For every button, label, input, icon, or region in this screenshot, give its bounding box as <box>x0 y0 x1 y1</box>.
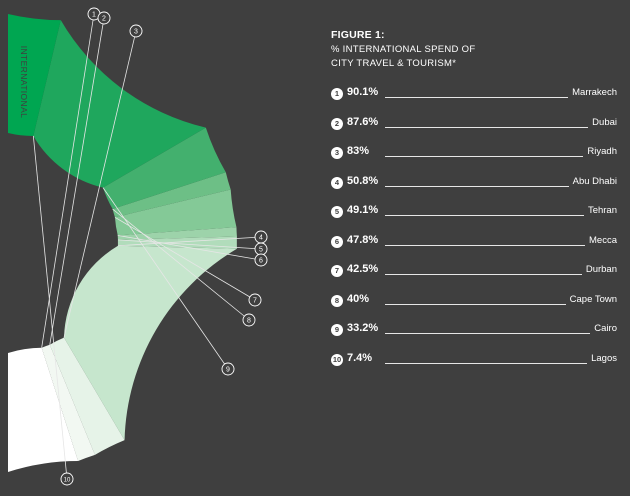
rank-badge: 7 <box>331 265 343 277</box>
domestic-label: DOMESTIC <box>19 386 29 434</box>
marker-8 <box>242 313 256 327</box>
city-name: Cairo <box>590 323 617 334</box>
legend-row: 2 87.6% Dubai <box>331 115 617 145</box>
segment-4 <box>63 245 237 441</box>
marker-label-6: 6 <box>259 258 263 265</box>
percent-value: 40% <box>347 292 370 305</box>
marker-label-10: 10 <box>64 478 71 484</box>
legend-row: 3 83% Riyadh <box>331 144 617 174</box>
segment-8 <box>112 172 231 218</box>
leader-rule <box>385 244 617 246</box>
percent-value: 7.4% <box>347 351 373 364</box>
leader-line-1 <box>41 13 95 348</box>
legend-row: 5 49.1% Tehran <box>331 203 617 233</box>
percent-value: 90.1% <box>347 86 379 98</box>
marker-label-8: 8 <box>247 318 251 325</box>
rank-badge: 6 <box>331 235 343 248</box>
legend-row: 10 7.4% Lagos <box>331 351 617 381</box>
leader-line-10 <box>32 135 68 480</box>
legend-row: 8 40% Cape Town <box>331 292 617 322</box>
leader-line-9 <box>102 187 229 370</box>
marker-3 <box>129 24 143 38</box>
leader-line-8 <box>112 208 250 321</box>
city-name: Tehran <box>583 205 617 216</box>
leader-rule <box>385 126 617 128</box>
marker-9 <box>221 362 235 376</box>
segment-11 <box>8 14 61 136</box>
rank-badge: 2 <box>331 117 343 130</box>
city-name: Riyadh <box>583 146 617 157</box>
segment-10 <box>33 20 206 188</box>
segment-1 <box>8 347 79 472</box>
rank-badge: 4 <box>331 176 343 189</box>
leader-line-6 <box>117 235 262 261</box>
figure-subtitle: % INTERNATIONAL SPEND OF CITY TRAVEL & T… <box>331 43 591 71</box>
legend-row: 4 50.8% Abu Dhabi <box>331 174 617 204</box>
leader-line-2 <box>49 17 105 345</box>
rank-badge: 8 <box>331 294 343 307</box>
leader-rule <box>385 215 617 216</box>
city-name: Marrakech <box>568 87 617 98</box>
percent-value: 47.8% <box>347 233 379 246</box>
percent-value: 83% <box>347 145 370 157</box>
legend-row: 9 33.2% Cairo <box>331 321 617 351</box>
international-label: INTERNATIONAL <box>19 46 29 119</box>
marker-7 <box>248 293 262 307</box>
figure-title: FIGURE 1: <box>331 29 385 41</box>
leader-rule <box>385 156 617 157</box>
marker-label-3: 3 <box>134 29 138 36</box>
percent-value: 87.6% <box>347 115 379 128</box>
leader-rule <box>385 303 617 305</box>
leader-rule <box>385 185 617 187</box>
leader-line-7 <box>114 216 256 301</box>
city-name: Lagos <box>587 352 617 364</box>
leader-rule <box>385 362 617 364</box>
rank-badge: 5 <box>331 206 343 218</box>
rank-badge: 9 <box>331 324 343 336</box>
legend-row: 7 42.5% Durban <box>331 262 617 292</box>
percent-value: 42.5% <box>347 263 379 275</box>
marker-label-5: 5 <box>259 247 263 254</box>
legend-row: 6 47.8% Mecca <box>331 233 617 263</box>
rank-badge: 3 <box>331 147 343 159</box>
city-name: Mecca <box>585 234 617 246</box>
marker-2 <box>97 11 111 25</box>
rank-badge: 10 <box>331 353 343 366</box>
leader-line-5 <box>117 239 262 250</box>
marker-label-2: 2 <box>102 16 106 23</box>
rank-badge: 1 <box>331 88 343 100</box>
city-name: Durban <box>581 264 617 275</box>
percent-value: 50.8% <box>347 174 379 187</box>
segment-2 <box>41 344 95 462</box>
leader-rule <box>385 274 617 275</box>
percent-value: 33.2% <box>347 322 379 334</box>
city-legend: 1 90.1% Marrakech 2 87.6% Dubai 3 83% Riyadh 4 50.… <box>331 85 617 380</box>
marker-label-4: 4 <box>259 235 263 242</box>
segment-7 <box>114 189 237 236</box>
marker-label-9: 9 <box>226 367 230 374</box>
city-name: Dubai <box>588 116 617 128</box>
leader-rule <box>385 97 617 98</box>
marker-label-7: 7 <box>253 298 257 305</box>
subtitle-line-1: % INTERNATIONAL SPEND OF <box>331 44 476 55</box>
city-name: Cape Town <box>565 293 617 305</box>
leader-line-3 <box>63 30 137 338</box>
segment-3 <box>49 337 125 455</box>
marker-10 <box>60 472 74 486</box>
legend-row: 1 90.1% Marrakech <box>331 85 617 115</box>
subtitle-line-2: CITY TRAVEL & TOURISM* <box>331 58 457 69</box>
leader-rule <box>385 333 617 334</box>
marker-6 <box>254 253 268 267</box>
city-name: Abu Dhabi <box>568 175 617 187</box>
percent-value: 49.1% <box>347 204 379 216</box>
marker-label-1: 1 <box>92 12 96 19</box>
segment-9 <box>103 127 226 210</box>
